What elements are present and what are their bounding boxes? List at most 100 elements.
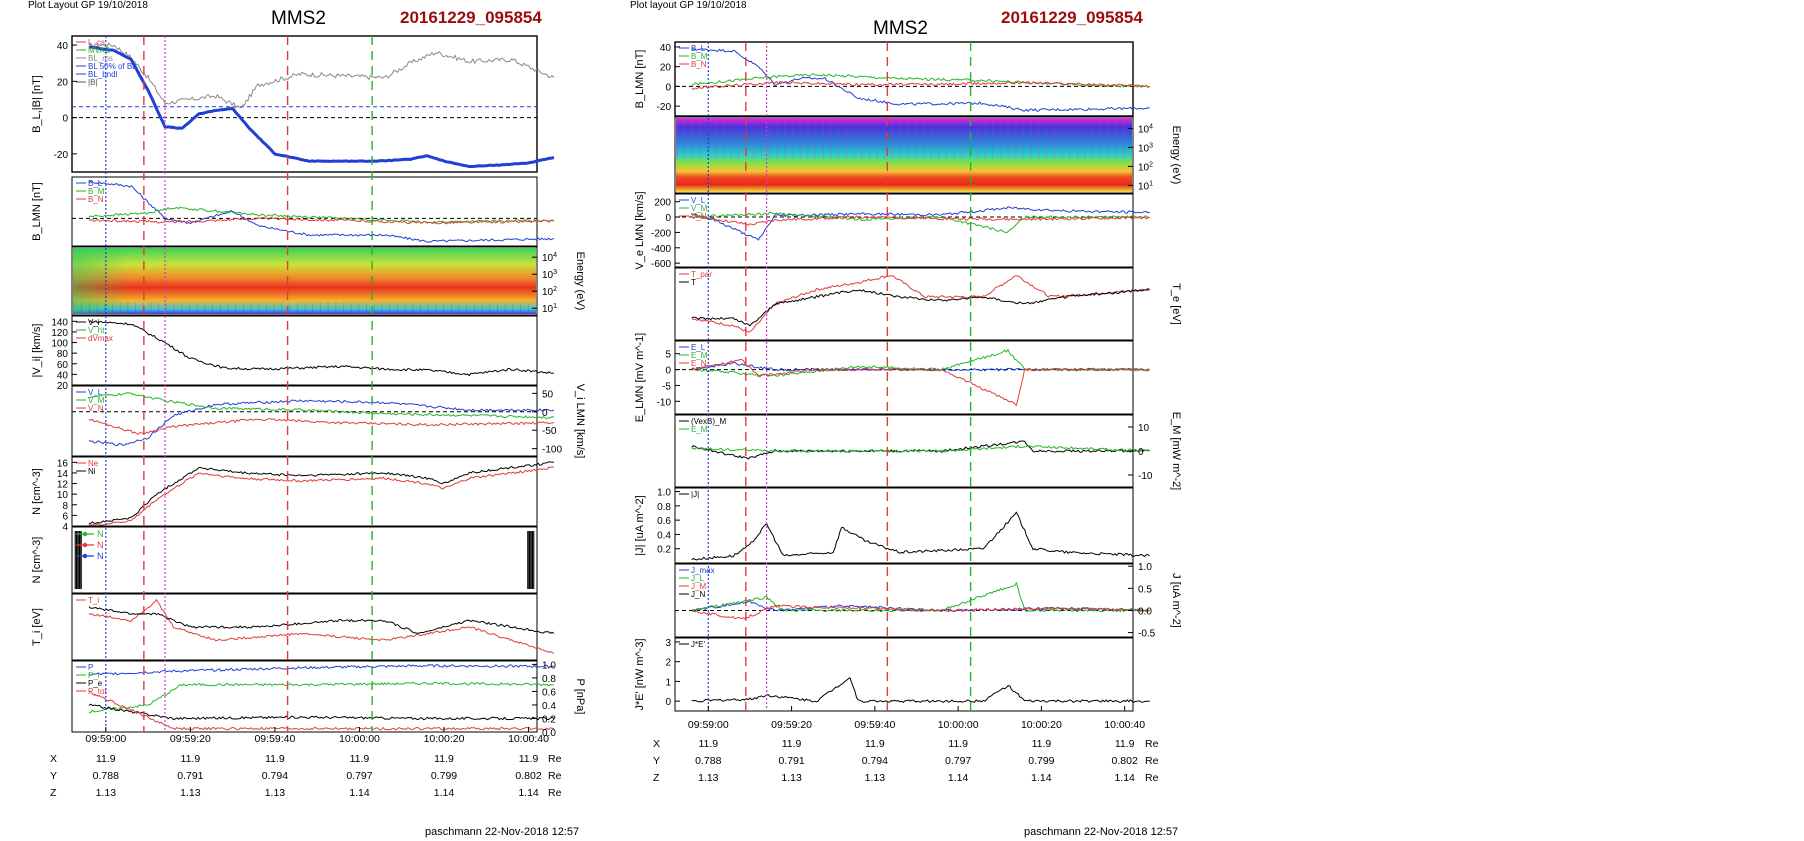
panel-frame: [71, 246, 538, 316]
y-tick-label: 1.0: [542, 660, 556, 671]
y-tick-label: 2: [665, 658, 671, 669]
panel-2: 104 103 102 101 Energy (eV): [674, 116, 1182, 194]
legend-label: V_ht: [88, 326, 105, 335]
ephemeris-value: 11.9: [350, 753, 370, 765]
y-tick-label: -50: [542, 426, 557, 437]
ephemeris-unit: Re: [548, 753, 562, 765]
ephemeris-value: 1.14: [434, 787, 455, 799]
ephemeris-value: 11.9: [1032, 738, 1052, 750]
panel-frame: [71, 385, 538, 457]
panel-frame: [674, 267, 1134, 341]
ephemeris-label: Y: [50, 770, 57, 782]
y-tick-label: 0.0: [1138, 606, 1152, 617]
ephemeris-value: 0.791: [778, 755, 804, 767]
ephemeris-value: 1.13: [265, 787, 286, 799]
ephemeris-value: 0.788: [93, 770, 119, 782]
y-tick-label: 3: [665, 638, 671, 649]
y-tick-label: 103: [542, 269, 557, 281]
y-axis-title: N [cm^-3]: [31, 537, 43, 584]
panel-7: |J| 1.0 0.8 0.6 0.4 0.2 |J| [uA m^-2]: [634, 487, 1150, 564]
y-axis-title: E_LMN [mV m^-1]: [634, 333, 646, 423]
y-tick-label: 140: [51, 317, 68, 328]
y-tick-label: 1.0: [657, 488, 671, 499]
panel-1: B_LB_MB_N 40 20 0 -20 B_LMN [nT]: [634, 41, 1150, 117]
y-tick-label: 10: [57, 490, 69, 501]
legend-label: L_cs: [88, 38, 105, 47]
y-tick-label: 0: [665, 366, 671, 377]
legend-label: E_M: [691, 351, 708, 360]
y-tick-label: 80: [57, 349, 69, 360]
panel-frame: [674, 41, 1134, 117]
series-line: [88, 606, 555, 634]
panel-frame: [674, 193, 1134, 268]
panel-frame: [71, 593, 538, 661]
series-line: [691, 206, 1150, 241]
y-tick-label: 0.5: [1138, 584, 1152, 595]
legend-label: B_M: [691, 52, 708, 61]
y-tick-label: 0.6: [657, 516, 671, 527]
y-tick-label: 101: [1138, 180, 1153, 192]
y-tick-label: -5: [662, 381, 671, 392]
y-tick-label: 40: [57, 41, 69, 52]
y-tick-label: 100: [51, 339, 68, 350]
y-tick-label: -600: [651, 259, 671, 270]
series-line: [88, 703, 555, 721]
x-tick-label: 10:00:40: [1104, 719, 1145, 731]
y-axis-title: J [uA m^-2]: [1170, 573, 1182, 628]
series-line: [88, 461, 554, 525]
event-stamp-left: 20161229_095854: [400, 8, 542, 27]
y-tick-label: 6: [62, 511, 68, 522]
panel-frame: [71, 315, 538, 386]
legend-label: |B|: [88, 78, 98, 87]
ephemeris-value: 0.799: [431, 770, 457, 782]
y-tick-label: 1.0: [1138, 562, 1152, 573]
y-axis-title: J*E' [nW m^-3]: [634, 638, 646, 710]
y-tick-label: 12: [57, 480, 69, 491]
x-tick-label: 09:59:00: [688, 719, 729, 731]
ephemeris-value: 11.9: [519, 753, 539, 765]
y-tick-label: 8: [62, 501, 68, 512]
legend-label: V_L: [691, 196, 706, 205]
ephemeris-value: 0.797: [945, 755, 971, 767]
x-tick-label: 09:59:00: [85, 733, 126, 745]
y-tick-label: 1: [665, 677, 671, 688]
series-line: [88, 45, 555, 169]
y-tick-label: 0.2: [542, 714, 556, 725]
panel-5: E_LE_ME_N 5 0 -5 -10 E_LMN [mV m^-1]: [634, 333, 1150, 423]
legend-label: P: [88, 663, 93, 672]
legend-label: E_M: [691, 425, 708, 434]
ephemeris-value: 11.9: [698, 738, 718, 750]
y-axis-title: V_e LMN [km/s]: [634, 191, 646, 269]
legend-label: BL_bndl: [88, 70, 118, 79]
panel-frame: [674, 637, 1134, 712]
legend-marker: [82, 542, 88, 548]
y-tick-label: -0.5: [1138, 629, 1156, 640]
y-tick-label: 16: [57, 458, 69, 469]
y-tick-label: 14: [57, 469, 69, 480]
ephemeris-value: 11.9: [265, 753, 285, 765]
y-tick-label: 0.4: [542, 701, 556, 712]
y-tick-label: 0.6: [542, 687, 556, 698]
ephemeris-value: 11.9: [181, 753, 201, 765]
ephemeris-value: 0.788: [695, 755, 721, 767]
ephemeris-value: 1.13: [781, 772, 802, 784]
y-axis-title: Energy (eV): [574, 252, 586, 311]
legend-label: J_N: [691, 590, 705, 599]
ephemeris-label: Z: [653, 772, 660, 784]
y-tick-label: 10: [1138, 423, 1150, 434]
footer-left: paschmann 22-Nov-2018 12:57: [425, 826, 580, 838]
y-tick-label: -10: [1138, 471, 1153, 482]
y-tick-label: 0.2: [657, 545, 671, 556]
y-tick-label: 0: [542, 408, 548, 419]
panel-9: PP_iP_eP_tot 1.0 0.8 0.6 0.4 0.2 0.0 P [nPa]: [71, 660, 586, 739]
legend-label: Ne: [88, 459, 99, 468]
series-line: [691, 582, 1150, 613]
y-tick-label: 40: [660, 43, 672, 54]
y-axis-title: B_LMN [nT]: [634, 50, 646, 109]
y-tick-label: -100: [542, 445, 562, 456]
y-tick-label: 0.8: [657, 502, 671, 513]
spectrogram-image: [676, 118, 1132, 192]
legend-label: N: [97, 551, 104, 561]
